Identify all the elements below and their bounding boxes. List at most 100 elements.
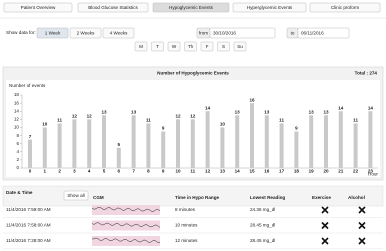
range-button[interactable] [36,27,69,39]
cross-icon [321,221,329,230]
day-button[interactable] [217,41,230,52]
day-button[interactable] [151,41,164,52]
show-all-button[interactable] [63,190,89,201]
bar [57,123,62,168]
date-cell: 11/4/2016 7:59:00 AM [6,207,51,212]
bar [102,115,106,168]
column-header: Lowest Reading [250,195,285,200]
tab-label[interactable]: Hypoglycemic Events [169,5,214,10]
column-header: Exercise [312,195,331,200]
tab[interactable] [309,2,381,13]
cgm-trace [91,237,161,243]
x-tick-label: 20 [323,169,329,174]
value-label: 12 [87,114,93,119]
tab-label[interactable]: Clinic proform [331,5,360,10]
tab[interactable] [3,2,73,13]
x-tick-label: 13 [220,169,226,174]
y-tick-label: 4 [16,149,19,154]
day-button[interactable] [200,41,214,52]
y-tick-label: 12 [14,117,20,122]
day-label[interactable]: S [222,44,225,49]
value-label: 11 [353,118,358,123]
value-label: 14 [368,105,374,110]
value-label: 9 [295,126,298,131]
time-cell: 12 minutes [175,238,198,243]
chart-total: Total : 274 [355,71,378,76]
range-button[interactable] [102,27,135,39]
day-label[interactable]: F [206,44,209,49]
bar [294,131,299,168]
tab-label[interactable]: Patient Overview [21,5,56,10]
value-label: 13 [101,109,107,114]
range-button-label[interactable]: 2 Weeks [77,31,95,36]
x-axis-label: Hour [368,172,378,177]
cgm-band [92,236,160,246]
cgm-band [92,220,160,231]
value-label: 10 [42,122,48,127]
value-label: 16 [249,97,255,102]
x-tick-label: 0 [29,169,32,174]
column-header: CGM [93,195,104,200]
tab-label[interactable]: Hyperglycemic Events [247,5,293,10]
day-label[interactable]: Th [188,44,194,49]
to-value[interactable]: 06/11/2016 [301,31,324,36]
cgm-band [92,205,160,215]
y-tick-label: 10 [14,125,20,130]
x-tick-label: 23 [368,169,374,174]
day-label[interactable]: Su [237,44,243,49]
y-axis-label: Number of events [9,83,46,88]
day-button[interactable] [134,41,148,52]
tab[interactable] [77,2,149,13]
to-input[interactable] [297,27,350,39]
x-tick-label: 22 [353,169,359,174]
bar [116,147,121,168]
range-button-label[interactable]: 1 Week [45,31,61,36]
value-label: 13 [264,109,270,114]
time-cell: 10 minutes [175,223,198,228]
x-tick-label: 8 [147,169,150,174]
value-label: 12 [190,114,196,119]
tab[interactable] [232,2,307,13]
day-label[interactable]: W [172,44,177,49]
x-tick-label: 15 [249,169,255,174]
day-button[interactable] [233,41,247,52]
x-tick-label: 12 [205,169,211,174]
y-tick-label: 0 [16,165,19,170]
bar [161,131,166,168]
bar [176,119,180,168]
bar [146,123,151,168]
value-label: 10 [220,122,226,127]
from-input[interactable] [209,27,276,39]
tab[interactable] [152,2,230,13]
y-tick-label: 18 [14,92,20,97]
x-tick-label: 4 [88,169,91,174]
show-label: Show data for: [6,30,36,35]
day-button[interactable] [167,41,181,52]
from-value[interactable]: 30/10/2016 [213,31,236,36]
x-tick-label: 1 [44,169,47,174]
value-label: 13 [309,109,315,114]
to-label: to [291,31,295,36]
cross-icon [358,206,366,214]
x-tick-label: 14 [235,169,241,174]
show-all-label[interactable]: Show all [67,193,84,198]
value-label: 11 [57,118,62,123]
cross-icon [358,221,366,230]
x-tick-label: 7 [132,169,135,174]
column-header: Time in Hypo Range [175,195,220,200]
range-button-label[interactable]: 4 Weeks [110,31,128,36]
tab-label[interactable]: Blood Glucose Statistics [88,5,138,10]
day-label[interactable]: T [156,44,159,49]
cgm-trace [91,222,161,228]
cross-icon [358,237,366,245]
value-label: 12 [175,114,181,119]
x-tick-label: 3 [73,169,76,174]
date-cell: 11/4/2016 7:28:00 AM [6,238,51,243]
bar [220,127,225,168]
x-tick-label: 17 [279,169,285,174]
lowest-cell: 28.45 mg_dl [250,223,275,228]
range-button[interactable] [69,27,102,39]
day-label[interactable]: M [139,44,143,49]
day-button[interactable] [184,41,197,52]
